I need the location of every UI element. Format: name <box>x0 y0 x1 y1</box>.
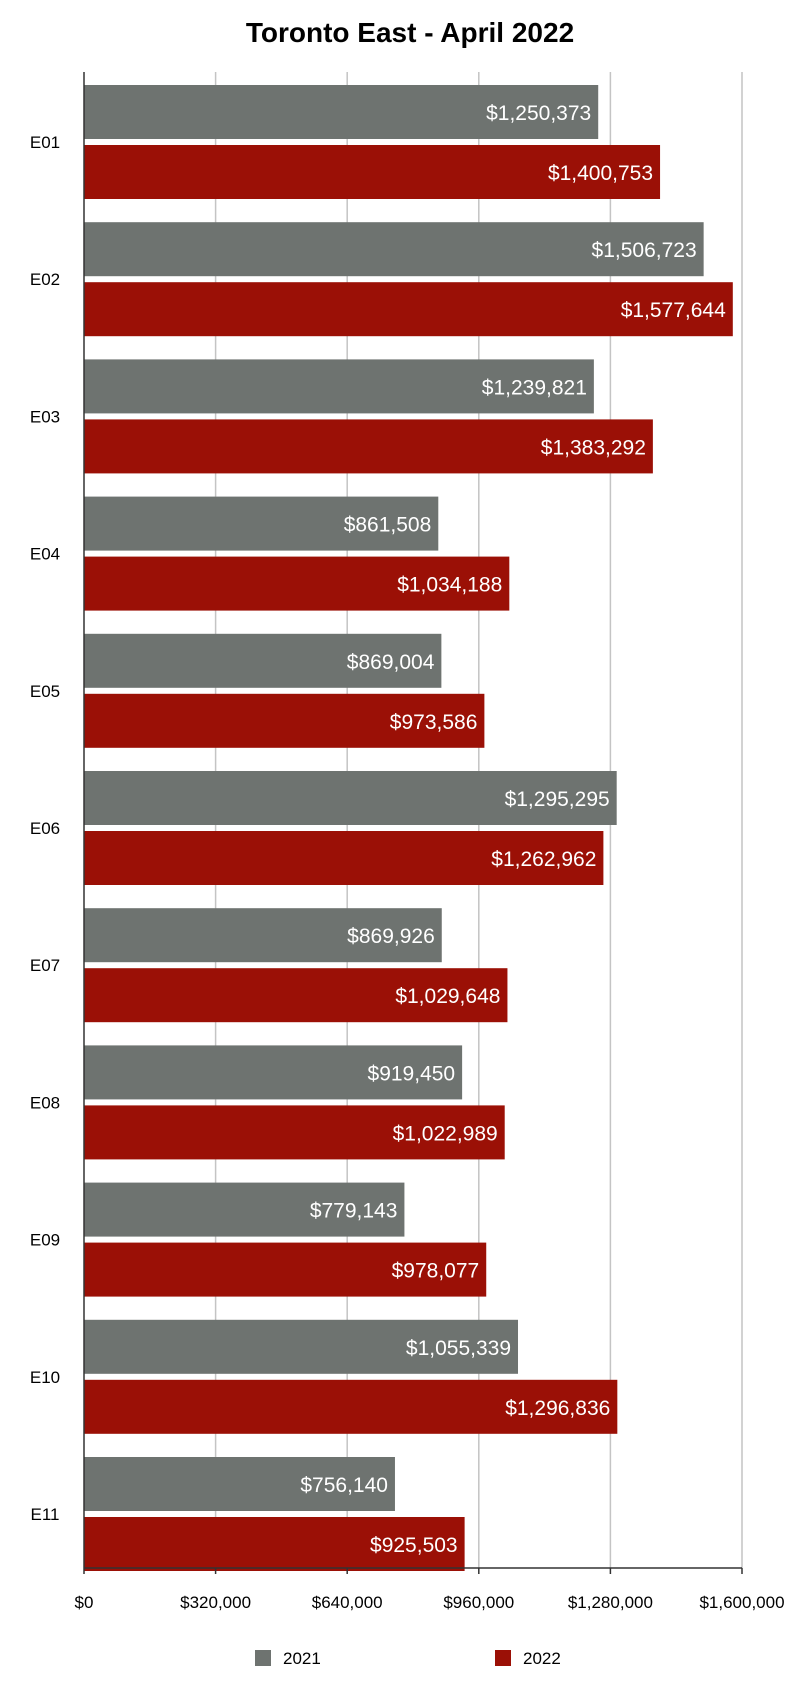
x-tick-label: $1,280,000 <box>568 1593 653 1612</box>
category-label: E07 <box>30 956 60 975</box>
category-label: E10 <box>30 1368 60 1387</box>
data-label: $1,577,644 <box>621 299 726 322</box>
x-tick-label: $960,000 <box>443 1593 514 1612</box>
bar-2021-E01 <box>84 85 599 139</box>
bar-2022-E02 <box>84 282 733 337</box>
category-label: E11 <box>31 1505 60 1524</box>
bars: $1,250,373 $1,400,753 $1,506,723 $1,577,644… <box>84 85 733 1571</box>
x-tick-label: $320,000 <box>180 1593 251 1612</box>
bar-2021-E11 <box>84 1457 395 1511</box>
category-label: E02 <box>30 270 60 289</box>
bar-2021-E03 <box>84 359 594 414</box>
category-label: E06 <box>30 819 60 838</box>
data-label: $1,250,373 <box>486 102 591 125</box>
x-tick-label: $0 <box>75 1593 94 1612</box>
data-label: $869,926 <box>347 925 435 948</box>
data-label: $1,296,836 <box>505 1397 610 1420</box>
data-label: $973,586 <box>390 711 478 734</box>
bar-2021-E07 <box>84 908 442 963</box>
data-label: $1,295,295 <box>505 788 610 811</box>
data-label: $1,239,821 <box>482 376 587 399</box>
category-label: E05 <box>30 682 60 701</box>
bar-2021-E09 <box>84 1182 405 1237</box>
axes: E01 E02 E03 E04 E05 E06 E07 E08 E09 E10 E11 $0 $320,… <box>30 72 785 1612</box>
bar-2021-E05 <box>84 633 442 688</box>
bar-2022-E04 <box>84 556 510 611</box>
data-label: $1,034,188 <box>397 574 502 597</box>
data-label: $1,400,753 <box>548 162 653 185</box>
legend: 2021 2022 <box>255 1649 561 1668</box>
bar-2022-E07 <box>84 968 508 1023</box>
data-label: $1,055,339 <box>406 1337 511 1360</box>
bar-2022-E08 <box>84 1105 505 1160</box>
bar-2021-E04 <box>84 496 439 551</box>
bar-2022-E03 <box>84 419 653 474</box>
data-label: $869,004 <box>347 651 435 674</box>
bar-2021-E08 <box>84 1045 463 1100</box>
bar-2022-E06 <box>84 831 604 885</box>
chart-title: Toronto East - April 2022 <box>246 17 574 48</box>
bar-2022-E10 <box>84 1379 618 1434</box>
category-label: E03 <box>30 407 60 426</box>
data-label: $1,022,989 <box>393 1122 498 1145</box>
category-label: E08 <box>30 1093 60 1112</box>
data-label: $756,140 <box>300 1474 388 1497</box>
data-label: $861,508 <box>344 514 432 537</box>
data-label: $1,029,648 <box>395 985 500 1008</box>
bar-2021-E06 <box>84 771 617 825</box>
legend-label-2021: 2021 <box>283 1649 321 1668</box>
data-label: $919,450 <box>368 1062 456 1085</box>
data-label: $1,383,292 <box>541 436 646 459</box>
data-label: $1,262,962 <box>491 848 596 871</box>
bar-2022-E05 <box>84 693 485 748</box>
category-label: E01 <box>30 133 60 152</box>
bar-2021-E02 <box>84 222 704 277</box>
data-label: $779,143 <box>310 1200 398 1223</box>
x-tick-label: $640,000 <box>312 1593 383 1612</box>
legend-swatch-2021 <box>255 1650 271 1666</box>
bar-2022-E09 <box>84 1242 487 1297</box>
data-label: $978,077 <box>392 1260 480 1283</box>
data-label: $1,506,723 <box>592 239 697 262</box>
x-tick-label: $1,600,000 <box>699 1593 784 1612</box>
category-label: E09 <box>30 1231 60 1250</box>
bar-2021-E10 <box>84 1319 519 1374</box>
category-label: E04 <box>30 545 60 564</box>
data-label: $925,503 <box>370 1534 458 1557</box>
bar-2022-E11 <box>84 1517 465 1571</box>
legend-label-2022: 2022 <box>523 1649 561 1668</box>
legend-swatch-2022 <box>495 1650 511 1666</box>
bar-2022-E01 <box>84 145 661 199</box>
